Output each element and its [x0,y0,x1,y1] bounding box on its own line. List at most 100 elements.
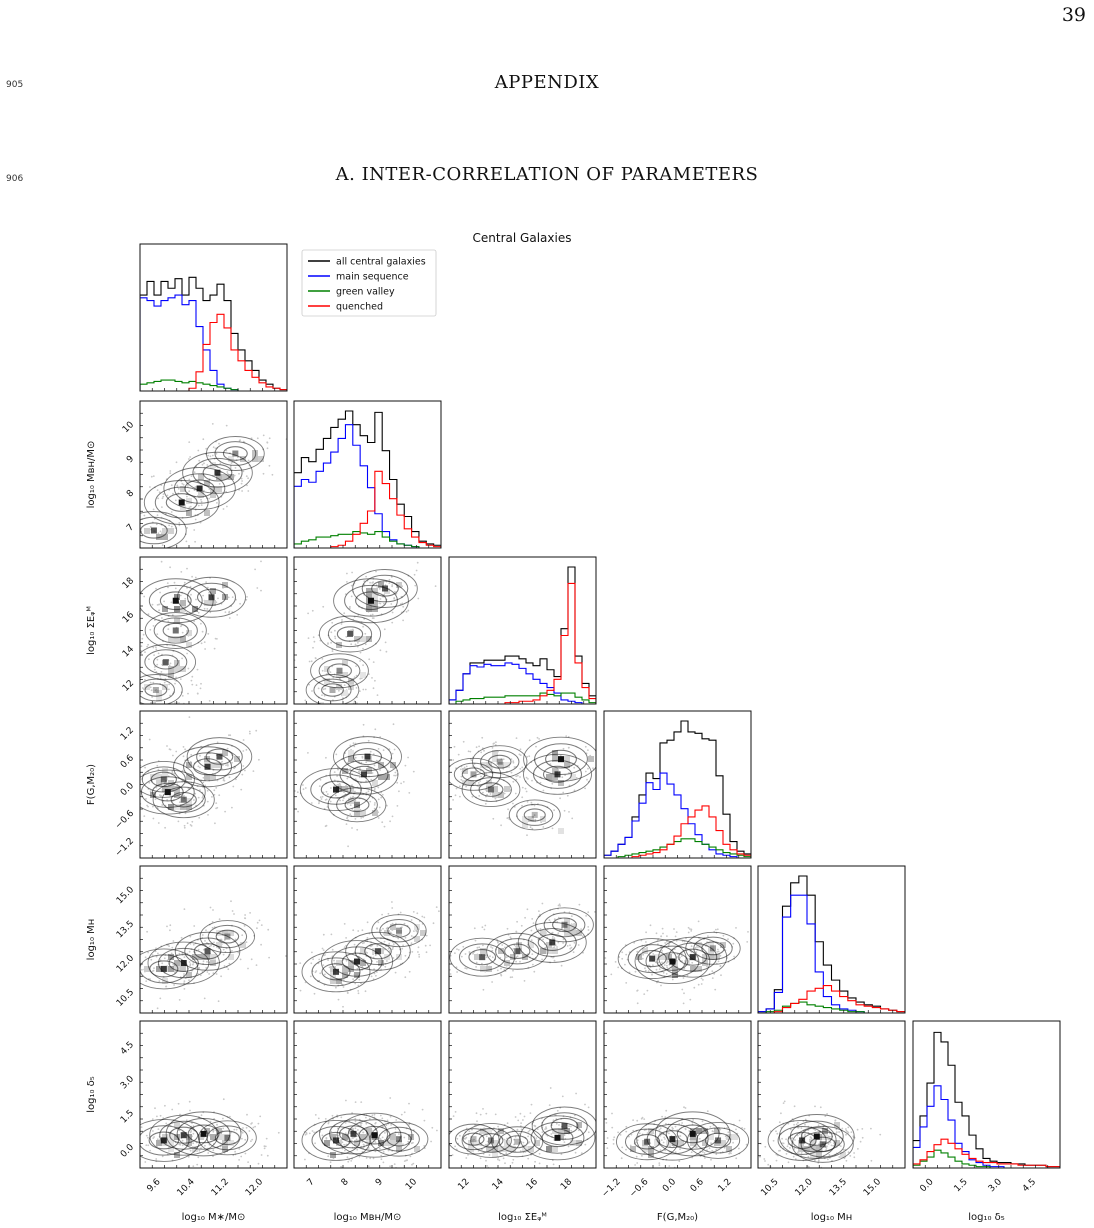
scatter-point [196,692,199,695]
density-peak [160,965,167,972]
scatter-point [782,1142,785,1145]
scatter-point [679,956,681,959]
scatter-point [569,944,571,947]
scatter-point [200,1176,202,1178]
scatter-point [702,979,704,981]
scatter-point [538,738,540,740]
scatter-point [212,1129,215,1132]
scatter-point [327,1122,330,1125]
scatter-point [178,952,181,955]
scatter-point [213,647,216,650]
density-cell [186,498,192,504]
density-cell [360,810,366,816]
scatter-point [530,929,533,932]
scatter-point [158,491,161,494]
scatter-point [599,919,601,921]
scatter-point [819,1106,822,1109]
scatter-point [187,667,190,670]
scatter-point [324,973,326,976]
scatter-point [612,1143,615,1145]
scatter-point [246,484,248,487]
scatter-point [504,946,506,949]
scatter-point [369,750,372,753]
x-tick-label: 4.5 [1021,1177,1038,1194]
density-cell [558,780,564,786]
contour-line [336,792,378,818]
y-tick-label: 9 [125,454,136,465]
density-cell [156,1140,162,1146]
x-tick-label: 1.2 [717,1177,734,1194]
scatter-point [717,950,720,953]
scatter-point [311,609,314,612]
scatter-point [241,1131,244,1134]
density-cell [822,1128,828,1134]
scatter-point [733,955,735,958]
scatter-point [738,1147,740,1150]
scatter-point [376,694,379,696]
scatter-point [302,788,305,791]
scatter-point [354,1127,357,1130]
scatter-point [148,781,151,784]
scatter-point [236,614,239,616]
scatter-point [373,1113,376,1116]
scatter-point [495,741,497,744]
scatter-point [530,939,533,942]
density-cell [348,756,354,762]
scatter-point [147,643,150,646]
scatter-point [506,1122,509,1125]
scatter-point [526,800,529,803]
scatter-point [192,943,195,946]
density-cell [366,588,372,594]
scatter-point [118,786,120,788]
scatter-point [845,1129,848,1132]
contour-line [386,1131,412,1147]
scatter-point [381,1117,384,1120]
scatter-point [347,845,349,848]
scatter-point [598,1121,600,1123]
density-peak [347,631,353,637]
scatter-point [468,951,471,953]
scatter-point [643,1118,646,1120]
x-axis-label: log₁₀ Mʜ [811,1212,853,1223]
density-cell [396,1146,402,1152]
scatter-point [412,1162,415,1165]
scatter-point [208,497,211,500]
scatter-point [389,1165,391,1168]
scatter-point [383,602,385,605]
scatter-point [345,635,348,638]
scatter-point [142,707,144,709]
scatter-point [314,1142,316,1145]
scatter-point [157,768,160,771]
scatter-point [222,508,225,510]
scatter-point [313,992,316,995]
contour-line [633,1134,661,1150]
scatter-point [423,916,426,919]
scatter-point [152,508,155,511]
scatter-point [630,1133,633,1136]
scatter-point [183,908,186,910]
scatter-point [259,1115,262,1118]
scatter-point [161,1171,163,1173]
scatter-point [463,766,466,769]
density-cell [630,1146,636,1152]
scatter-point [152,625,155,627]
scatter-point [304,787,307,789]
scatter-point [666,940,668,943]
scatter-point [143,815,146,817]
scatter-point [175,750,178,753]
scatter-point [785,1138,787,1141]
scatter-point [346,817,348,819]
scatter-point [465,765,468,768]
scatter-point [391,948,394,951]
scatter-panel [293,710,442,859]
scatter-point [338,782,341,785]
contour-line [676,1124,709,1144]
scatter-point [575,777,578,779]
scatter-point [477,785,480,788]
x-tick-label: −1.2 [600,1177,623,1200]
scatter-point [391,585,393,588]
scatter-point [247,1161,250,1163]
scatter-point [190,679,193,682]
scatter-point [145,980,148,982]
scatter-point [381,1136,384,1139]
